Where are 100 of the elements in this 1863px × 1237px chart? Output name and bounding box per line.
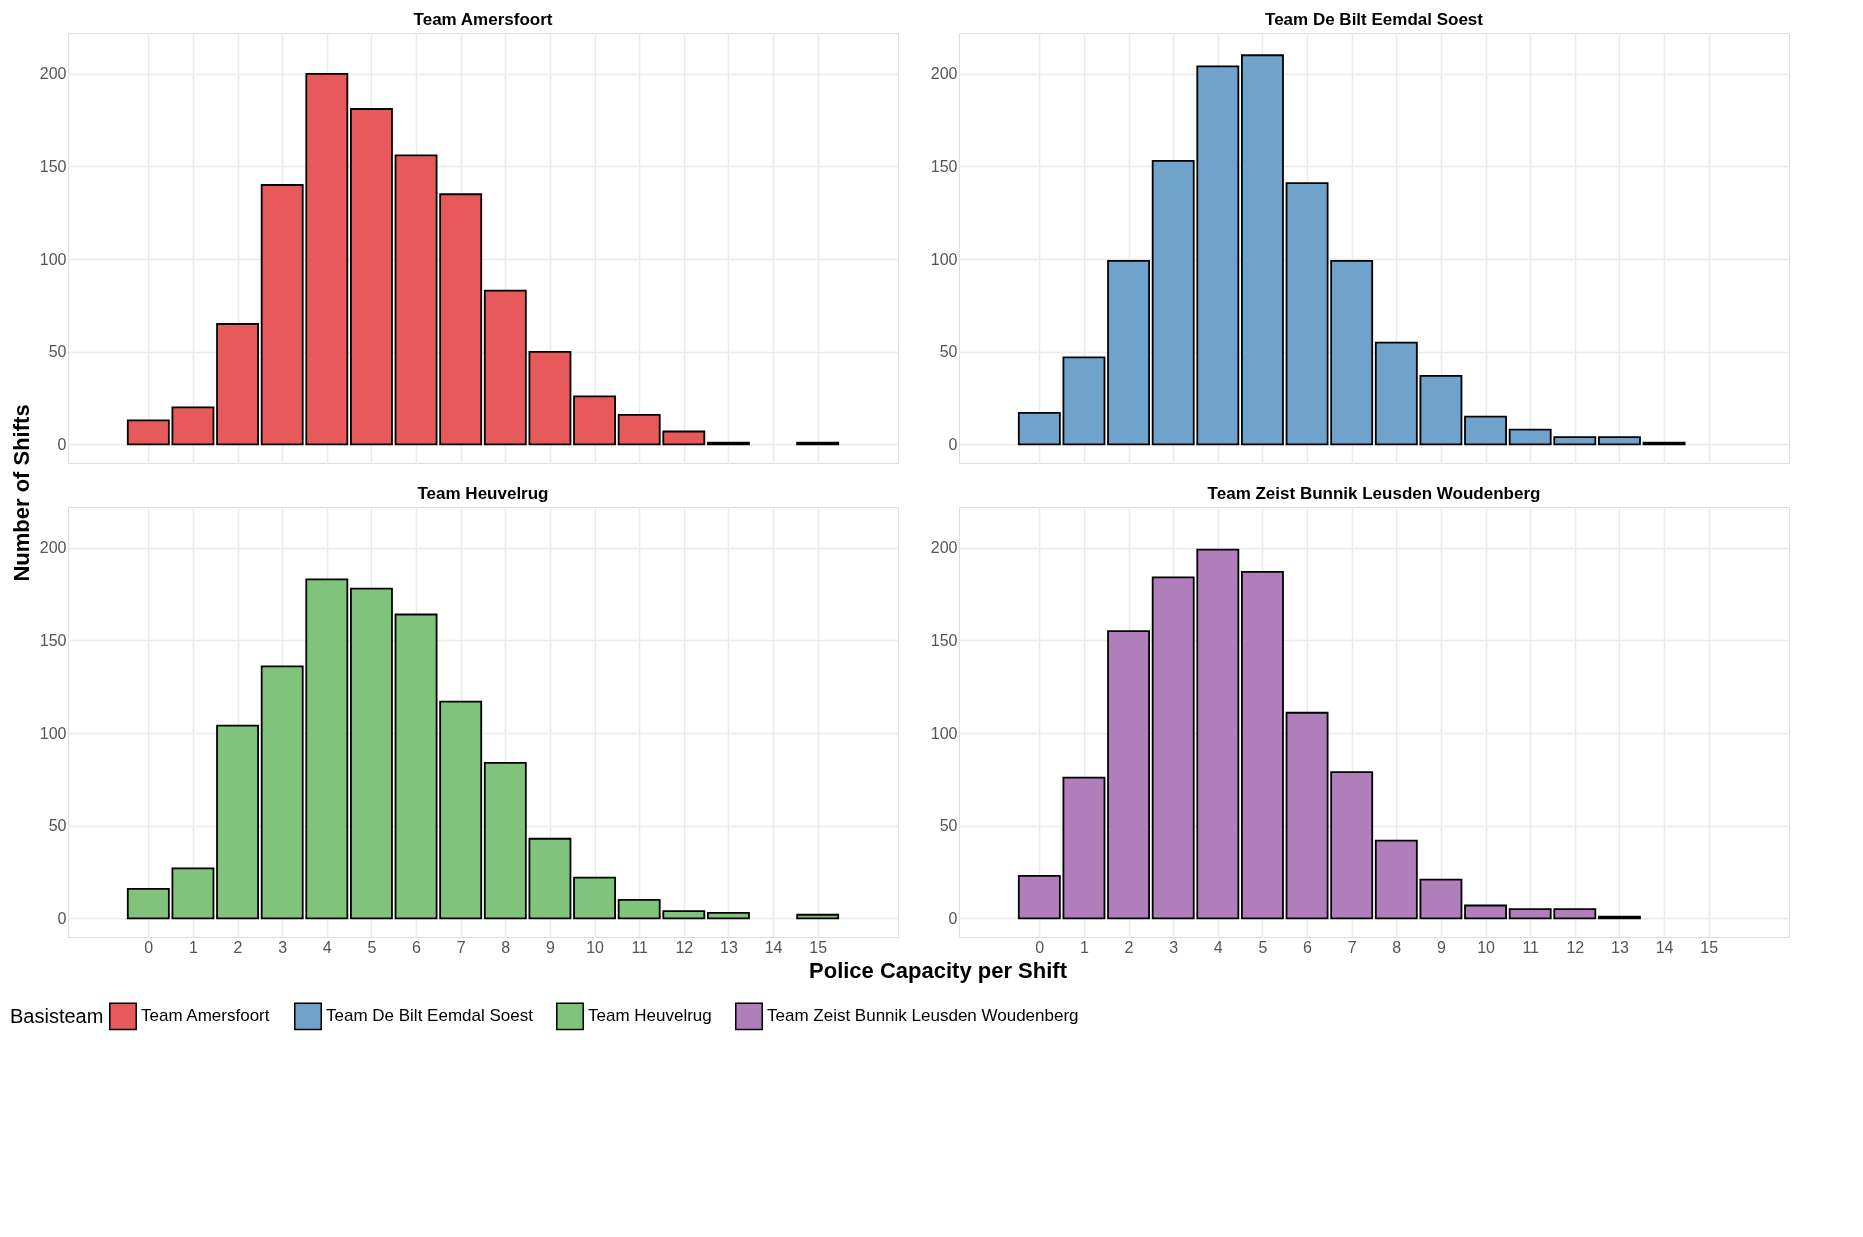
x-tick-label: 7	[1347, 938, 1357, 956]
bar	[1241, 54, 1284, 446]
legend-label: Team De Bilt Eemdal Soest	[326, 1006, 534, 1026]
x-tick-label: 5	[367, 938, 377, 956]
bar	[171, 867, 215, 920]
x-tick-label: 14	[764, 938, 783, 956]
y-tick-label: 200	[39, 539, 67, 557]
bar	[483, 761, 527, 920]
y-tick-label: 0	[948, 909, 958, 927]
y-tick-label: 0	[57, 435, 67, 453]
bar	[126, 887, 170, 920]
chart-title: Team Heuvelrug	[417, 484, 549, 503]
bar	[1374, 341, 1418, 446]
y-tick-label: 100	[930, 724, 958, 742]
legend-label: Team Zeist Bunnik Leusden Woudenberg	[767, 1006, 1079, 1026]
x-tick-label: 0	[1035, 938, 1045, 956]
x-tick-label: 10	[1477, 938, 1496, 956]
x-tick-label: 14	[1655, 938, 1674, 956]
x-tick-label: 9	[545, 938, 555, 956]
y-tick-label: 50	[939, 343, 958, 361]
chart-title: Team Zeist Bunnik Leusden Woudenberg	[1207, 484, 1541, 503]
bar	[1062, 356, 1106, 446]
x-tick-label: 5	[1258, 938, 1268, 956]
legend-label: Team Heuvelrug	[588, 1006, 712, 1026]
bar	[1374, 839, 1418, 920]
x-tick-label: 12	[1566, 938, 1585, 956]
x-tick-label: 13	[1611, 938, 1629, 956]
bar	[1017, 874, 1061, 920]
x-tick-label: 3	[1169, 938, 1179, 956]
bar	[216, 724, 259, 920]
bar	[1241, 570, 1284, 920]
bar	[350, 587, 393, 920]
y-tick-label: 200	[39, 65, 67, 83]
x-tick-label: 8	[1392, 938, 1402, 956]
x-tick-label: 6	[412, 938, 422, 956]
bar	[394, 154, 438, 446]
x-tick-label: 15	[1700, 938, 1719, 956]
bar	[1107, 630, 1150, 920]
x-tick-label: 11	[1522, 938, 1540, 956]
chart-title: Team De Bilt Eemdal Soest	[1265, 10, 1484, 29]
y-tick-label: 150	[930, 157, 958, 175]
x-tick-label: 11	[631, 938, 649, 956]
x-tick-label: 0	[144, 938, 154, 956]
bar	[707, 912, 750, 920]
bar	[1464, 415, 1507, 446]
y-tick-label: 200	[930, 65, 958, 83]
x-axis-title: Police Capacity per Shift	[809, 958, 1068, 983]
bar	[439, 193, 483, 446]
bar	[1464, 904, 1507, 920]
bar	[573, 395, 616, 446]
bar	[573, 876, 616, 920]
bar	[1330, 771, 1374, 920]
x-tick-label: 12	[675, 938, 694, 956]
y-tick-label: 150	[930, 631, 958, 649]
bar	[483, 289, 527, 446]
legend-title: Basisteam	[10, 1005, 104, 1027]
x-tick-label: 2	[233, 938, 243, 956]
x-tick-label: 6	[1303, 938, 1313, 956]
x-tick-label: 2	[1124, 938, 1134, 956]
bar	[1285, 711, 1329, 920]
bar	[439, 700, 483, 920]
bar	[350, 108, 393, 446]
bar	[216, 323, 259, 446]
bar	[1062, 776, 1106, 920]
y-tick-label: 0	[948, 435, 958, 453]
bar	[1107, 260, 1150, 446]
bar	[394, 613, 438, 920]
y-tick-label: 100	[39, 250, 67, 268]
y-tick-label: 200	[930, 539, 958, 557]
bar	[171, 406, 215, 446]
y-tick-label: 150	[39, 157, 67, 175]
y-tick-label: 50	[48, 343, 67, 361]
x-tick-label: 8	[501, 938, 511, 956]
bar	[1598, 436, 1641, 446]
bar	[528, 837, 572, 920]
x-tick-label: 1	[188, 938, 198, 956]
legend-label: Team Amersfoort	[141, 1006, 270, 1026]
y-tick-label: 100	[930, 250, 958, 268]
y-tick-label: 150	[39, 631, 67, 649]
x-tick-label: 10	[586, 938, 605, 956]
y-tick-label: 50	[939, 817, 958, 835]
y-tick-label: 100	[39, 724, 67, 742]
bar	[1330, 260, 1374, 446]
bar	[796, 913, 840, 920]
x-tick-label: 3	[278, 938, 288, 956]
x-tick-label: 7	[456, 938, 466, 956]
chart-title: Team Amersfoort	[413, 10, 553, 29]
bar	[126, 419, 170, 446]
bar	[1419, 374, 1463, 446]
bar	[1285, 182, 1329, 446]
y-axis-title: Number of Shifts	[9, 404, 34, 582]
bar	[1017, 412, 1061, 446]
bar	[1419, 878, 1463, 920]
x-tick-label: 15	[809, 938, 828, 956]
y-tick-label: 50	[48, 817, 67, 835]
x-tick-label: 4	[1213, 938, 1223, 956]
x-tick-label: 4	[322, 938, 332, 956]
x-tick-label: 1	[1079, 938, 1089, 956]
x-tick-label: 9	[1436, 938, 1446, 956]
y-tick-label: 0	[57, 909, 67, 927]
